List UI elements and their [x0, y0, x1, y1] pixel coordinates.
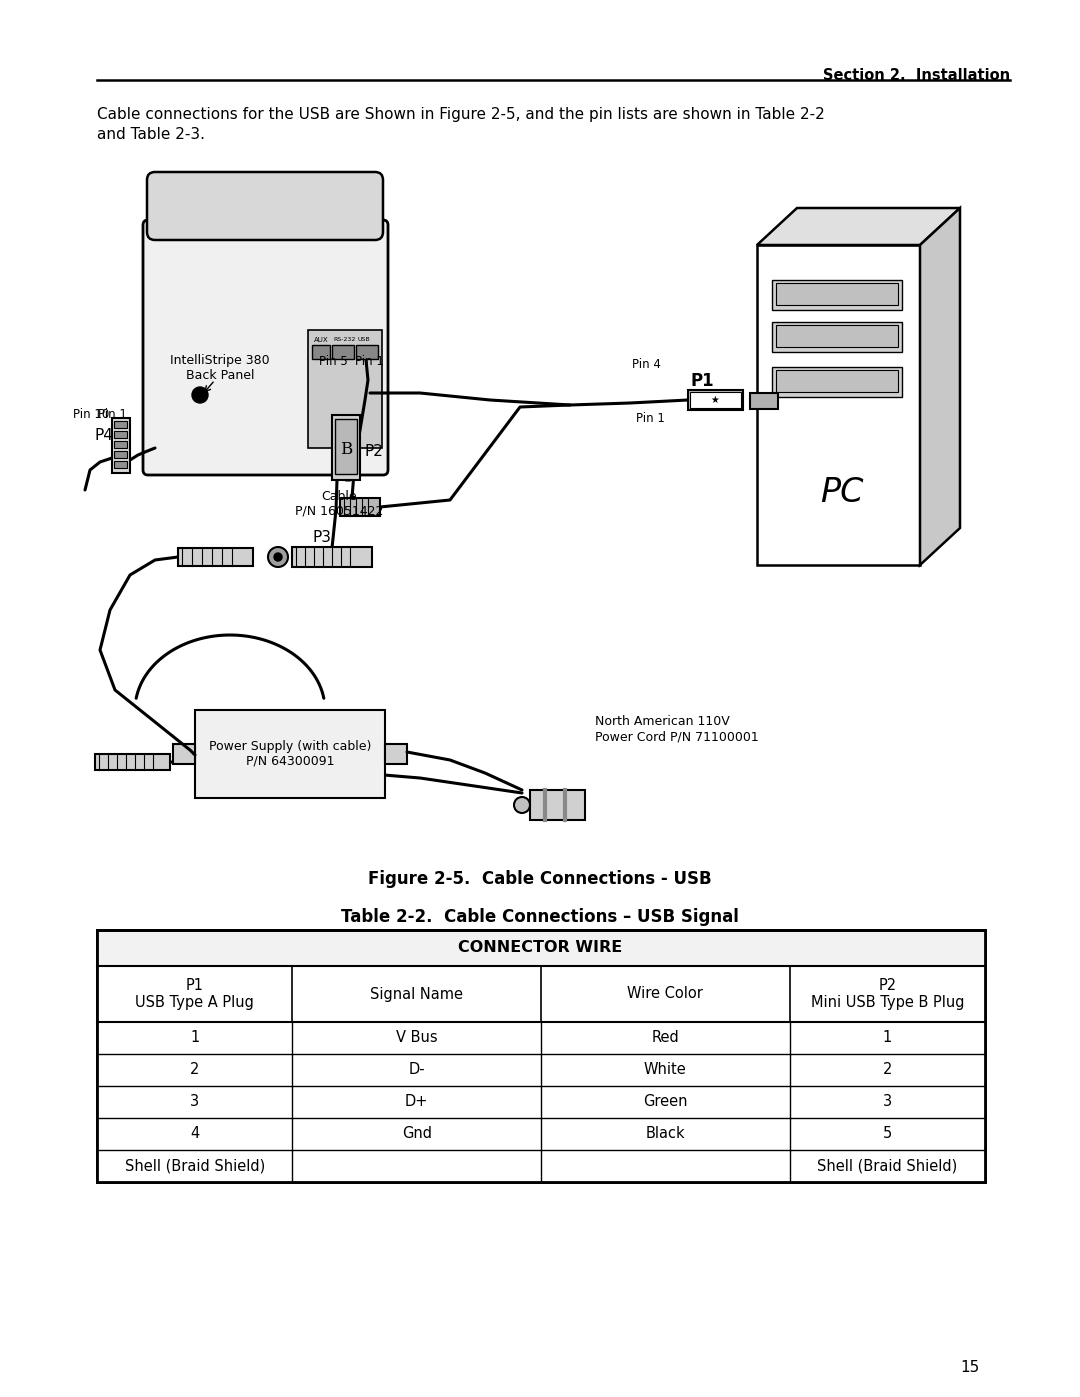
Bar [340, 497, 380, 515]
Bar [97, 1023, 985, 1053]
Bar [777, 326, 897, 346]
Bar [384, 745, 407, 764]
Text: White: White [644, 1063, 687, 1077]
Text: Section 2.  Installation: Section 2. Installation [823, 68, 1010, 82]
Circle shape [514, 798, 530, 813]
Text: P2
Mini USB Type B Plug: P2 Mini USB Type B Plug [811, 978, 964, 1010]
Text: Pin 10: Pin 10 [73, 408, 109, 420]
Bar [772, 367, 902, 397]
Text: 2: 2 [190, 1063, 200, 1077]
Text: North American 110V
Power Cord P/N 71100001: North American 110V Power Cord P/N 71100… [595, 715, 759, 743]
Bar [308, 330, 382, 448]
Bar [97, 1118, 985, 1150]
Text: P1
USB Type A Plug: P1 USB Type A Plug [135, 978, 254, 1010]
Text: and Table 2-3.: and Table 2-3. [97, 127, 205, 142]
Bar [530, 789, 585, 820]
Text: Pin 1: Pin 1 [636, 412, 665, 425]
Bar [356, 345, 378, 359]
Text: Black: Black [646, 1126, 685, 1141]
Text: Power Supply (with cable)
P/N 64300091: Power Supply (with cable) P/N 64300091 [208, 740, 372, 768]
Bar [772, 321, 902, 352]
Bar [97, 930, 985, 1182]
Bar [173, 745, 195, 764]
Text: Shell (Braid Shield): Shell (Braid Shield) [818, 1158, 958, 1173]
Bar [690, 393, 741, 408]
Bar [112, 418, 130, 474]
Text: 4: 4 [190, 1126, 200, 1141]
Bar [97, 1053, 985, 1085]
Bar [777, 284, 897, 305]
Bar [312, 345, 330, 359]
Bar [332, 345, 354, 359]
Bar [195, 710, 384, 798]
Text: CONNECTOR WIRE: CONNECTOR WIRE [458, 940, 622, 956]
Text: V Bus: V Bus [396, 1031, 437, 1045]
Bar [95, 754, 170, 770]
Polygon shape [757, 208, 960, 244]
Bar [114, 441, 127, 448]
Text: P2: P2 [365, 444, 383, 460]
Bar [114, 432, 127, 439]
Bar [97, 1150, 985, 1182]
Text: PC: PC [821, 475, 864, 509]
Bar [178, 548, 253, 566]
Text: D+: D+ [405, 1094, 429, 1109]
Text: 3: 3 [190, 1094, 199, 1109]
Text: Gnd: Gnd [402, 1126, 432, 1141]
Text: USB: USB [357, 337, 369, 342]
Bar [335, 419, 357, 474]
Text: 15: 15 [961, 1361, 980, 1375]
Text: D-: D- [408, 1063, 426, 1077]
Text: 1: 1 [190, 1031, 200, 1045]
Text: Pin 4: Pin 4 [632, 358, 661, 372]
Bar [772, 279, 902, 310]
Text: Figure 2-5.  Cable Connections - USB: Figure 2-5. Cable Connections - USB [368, 870, 712, 888]
Text: RS-232: RS-232 [333, 337, 355, 342]
Bar [97, 930, 985, 965]
Text: 3: 3 [882, 1094, 892, 1109]
Text: 2: 2 [882, 1063, 892, 1077]
Circle shape [192, 387, 208, 402]
Circle shape [274, 553, 282, 562]
Text: Table 2-2.  Cable Connections – USB Signal: Table 2-2. Cable Connections – USB Signa… [341, 908, 739, 926]
Bar [97, 1085, 985, 1118]
Bar [97, 965, 985, 1023]
Text: B: B [340, 441, 352, 458]
Circle shape [268, 548, 288, 567]
Text: Cable
P/N 16051422: Cable P/N 16051422 [295, 490, 383, 518]
Bar [688, 390, 743, 409]
Text: Red: Red [651, 1031, 679, 1045]
Text: P3: P3 [312, 529, 330, 545]
Text: Pin 1: Pin 1 [98, 408, 126, 420]
Bar [332, 415, 360, 481]
Bar [114, 461, 127, 468]
Text: P1: P1 [690, 372, 714, 390]
Polygon shape [920, 208, 960, 564]
Text: Signal Name: Signal Name [370, 986, 463, 1002]
Text: 5: 5 [882, 1126, 892, 1141]
Text: 1: 1 [882, 1031, 892, 1045]
Text: IntelliStripe 380
Back Panel: IntelliStripe 380 Back Panel [171, 353, 270, 381]
FancyBboxPatch shape [143, 219, 388, 475]
Text: Wire Color: Wire Color [627, 986, 703, 1002]
Polygon shape [757, 244, 920, 564]
Text: Cable connections for the USB are Shown in Figure 2-5, and the pin lists are sho: Cable connections for the USB are Shown … [97, 108, 825, 122]
Bar [114, 420, 127, 427]
Bar [114, 451, 127, 458]
Text: AUX: AUX [314, 337, 328, 344]
Text: Pin 1: Pin 1 [355, 355, 383, 367]
FancyBboxPatch shape [147, 172, 383, 240]
Text: ★: ★ [711, 395, 719, 405]
Bar [777, 370, 897, 393]
Text: P4: P4 [95, 427, 113, 443]
Text: Shell (Braid Shield): Shell (Braid Shield) [124, 1158, 265, 1173]
Bar [97, 930, 985, 1182]
Bar [750, 393, 778, 409]
Text: Pin 5: Pin 5 [319, 355, 348, 367]
Text: Green: Green [643, 1094, 688, 1109]
Bar [292, 548, 372, 567]
